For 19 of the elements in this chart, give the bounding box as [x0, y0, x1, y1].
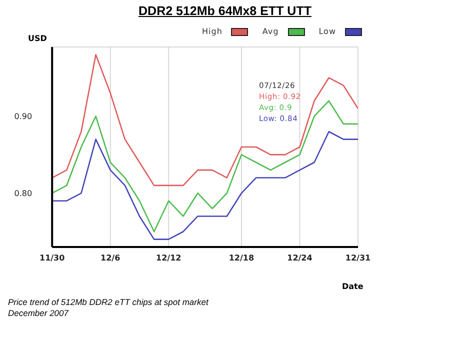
x-tick-label: 11/30 [40, 254, 66, 263]
x-tick-label: 12/18 [228, 254, 254, 263]
y-tick-label: 0.90 [14, 112, 32, 122]
x-tick-label: 12/12 [156, 254, 182, 263]
y-axis-title: USD [28, 34, 47, 43]
x-axis-title: Date [342, 282, 364, 291]
x-tick-label: 12/31 [345, 254, 372, 263]
legend-label: Avg [262, 27, 279, 36]
line-series [52, 54, 358, 186]
chart-title: DDR2 512Mb 64Mx8 ETT UTT [138, 4, 312, 18]
legend-label: Low [318, 27, 336, 36]
line-series [52, 130, 358, 240]
text: December 2007 [8, 308, 70, 319]
line-series [52, 100, 358, 232]
y-tick-label: 0.80 [14, 188, 32, 198]
text: Price trend of 512Mb DDR2 eTT chips at spot market [8, 297, 208, 308]
x-tick-label: 12/6 [100, 254, 121, 263]
legend-label: High [202, 27, 222, 36]
x-tick-label: 12/24 [287, 254, 313, 263]
